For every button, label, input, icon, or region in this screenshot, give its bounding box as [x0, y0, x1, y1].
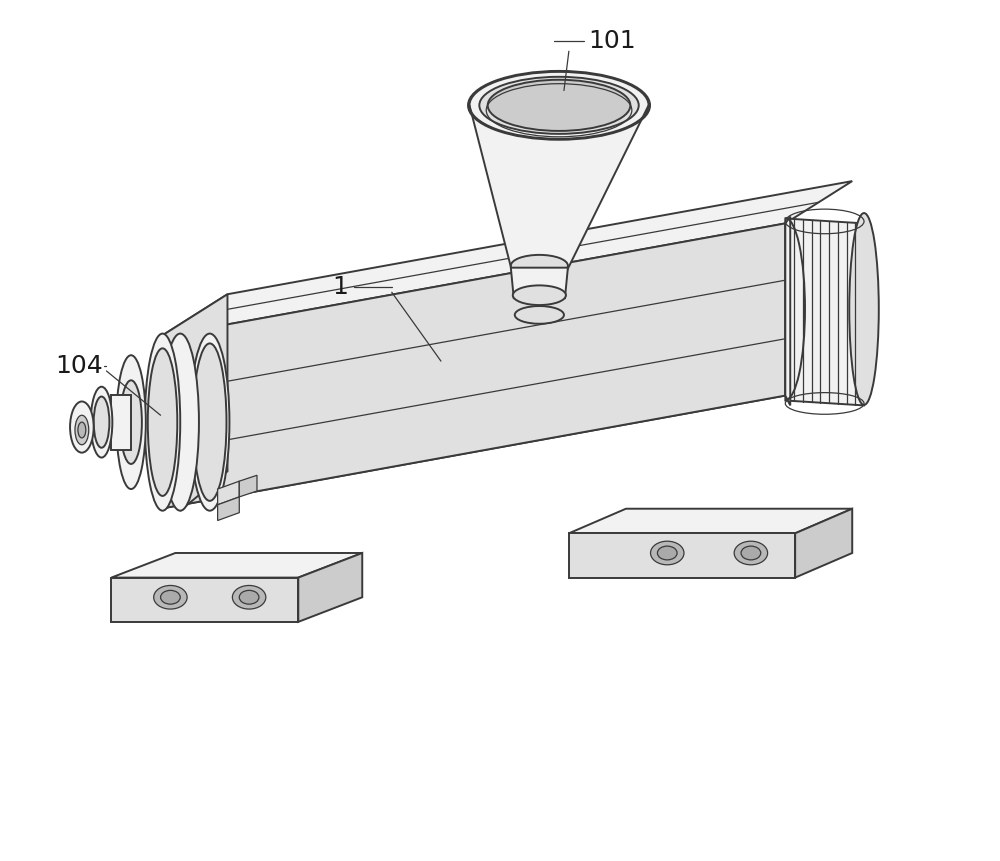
Ellipse shape: [148, 349, 177, 496]
Ellipse shape: [162, 333, 199, 511]
Ellipse shape: [511, 255, 568, 276]
Polygon shape: [161, 181, 852, 337]
Ellipse shape: [513, 285, 566, 305]
Polygon shape: [161, 294, 227, 511]
Polygon shape: [111, 578, 298, 622]
Ellipse shape: [75, 415, 89, 445]
Ellipse shape: [78, 422, 86, 438]
Ellipse shape: [470, 71, 649, 139]
Polygon shape: [298, 553, 362, 622]
Ellipse shape: [193, 344, 226, 501]
Ellipse shape: [657, 546, 677, 560]
Polygon shape: [569, 509, 852, 533]
Polygon shape: [785, 216, 790, 406]
Text: 104: 104: [55, 354, 103, 378]
Ellipse shape: [741, 546, 761, 560]
Ellipse shape: [116, 356, 146, 489]
Ellipse shape: [515, 306, 564, 324]
Text: 1: 1: [333, 276, 349, 300]
Ellipse shape: [232, 585, 266, 609]
Polygon shape: [218, 497, 239, 521]
Ellipse shape: [239, 591, 259, 604]
Ellipse shape: [651, 542, 684, 565]
Ellipse shape: [849, 213, 879, 405]
Polygon shape: [111, 553, 362, 578]
Polygon shape: [161, 223, 785, 509]
Ellipse shape: [120, 381, 142, 464]
Polygon shape: [511, 268, 568, 298]
Ellipse shape: [154, 585, 187, 609]
Ellipse shape: [488, 80, 630, 131]
Polygon shape: [218, 481, 239, 505]
Ellipse shape: [91, 387, 112, 457]
Text: 101: 101: [589, 29, 636, 53]
Ellipse shape: [479, 77, 639, 133]
Ellipse shape: [161, 591, 180, 604]
Polygon shape: [161, 353, 852, 509]
Polygon shape: [785, 219, 864, 406]
Polygon shape: [569, 533, 795, 578]
Ellipse shape: [94, 397, 109, 448]
Ellipse shape: [70, 401, 94, 453]
Ellipse shape: [145, 333, 180, 511]
Ellipse shape: [734, 542, 768, 565]
Polygon shape: [239, 475, 257, 497]
Ellipse shape: [190, 333, 229, 511]
Polygon shape: [470, 105, 649, 270]
Polygon shape: [795, 509, 852, 578]
Polygon shape: [111, 394, 131, 449]
